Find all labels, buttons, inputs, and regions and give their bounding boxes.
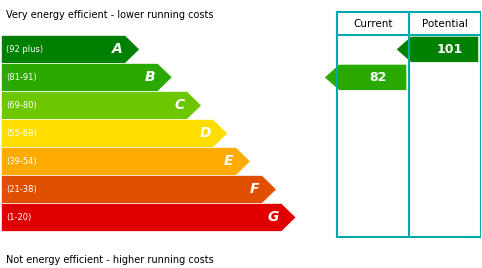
Text: E: E — [224, 154, 234, 168]
Polygon shape — [325, 65, 406, 90]
Polygon shape — [1, 91, 201, 120]
Text: Current: Current — [353, 18, 392, 29]
Text: (92 plus): (92 plus) — [6, 45, 43, 54]
Polygon shape — [397, 37, 478, 62]
Text: (55-68): (55-68) — [6, 129, 37, 138]
Text: 82: 82 — [369, 71, 386, 84]
Text: A: A — [112, 42, 123, 56]
Text: (1-20): (1-20) — [6, 213, 31, 222]
Text: D: D — [200, 126, 211, 140]
Text: Potential: Potential — [422, 18, 468, 29]
Text: G: G — [268, 210, 279, 224]
Text: Very energy efficient - lower running costs: Very energy efficient - lower running co… — [6, 10, 214, 20]
Polygon shape — [1, 35, 140, 63]
Text: C: C — [174, 98, 185, 112]
Text: (21-38): (21-38) — [6, 185, 37, 194]
Text: Not energy efficient - higher running costs: Not energy efficient - higher running co… — [6, 255, 214, 265]
Text: (39-54): (39-54) — [6, 157, 37, 166]
Text: (81-91): (81-91) — [6, 73, 37, 82]
Polygon shape — [1, 120, 228, 147]
Polygon shape — [1, 203, 296, 232]
Polygon shape — [1, 63, 172, 91]
Text: F: F — [250, 183, 260, 196]
Polygon shape — [1, 147, 250, 176]
Text: 101: 101 — [436, 43, 463, 56]
Polygon shape — [1, 176, 277, 203]
Text: (69-80): (69-80) — [6, 101, 37, 110]
Text: B: B — [145, 70, 155, 84]
